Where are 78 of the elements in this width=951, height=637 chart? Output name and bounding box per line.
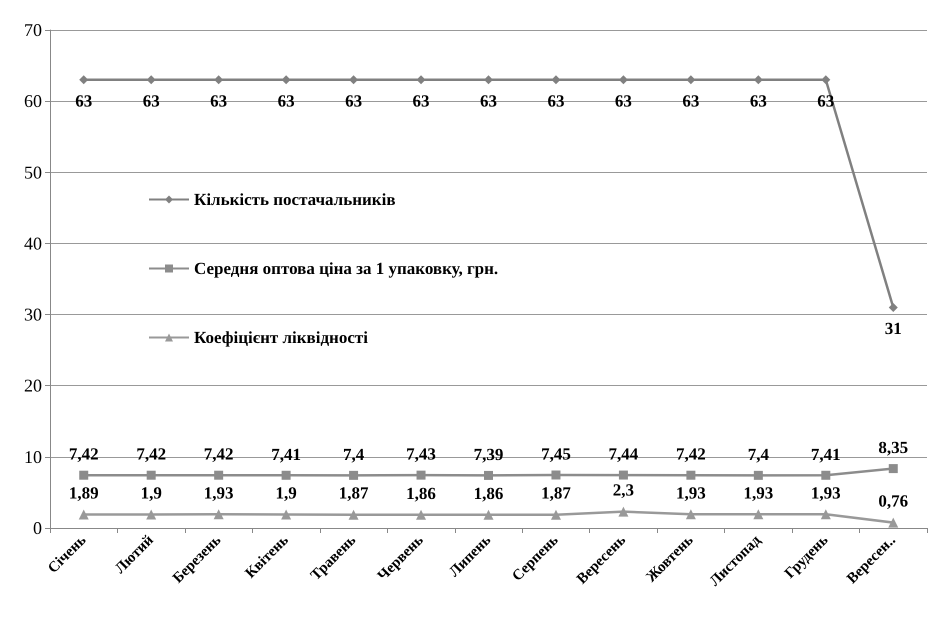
point — [281, 509, 292, 520]
point — [686, 470, 696, 480]
data-label: 1,87 — [541, 484, 572, 503]
point — [618, 506, 628, 517]
point — [888, 518, 898, 528]
point — [214, 509, 224, 520]
point — [686, 509, 696, 520]
point — [78, 510, 89, 520]
point — [484, 470, 493, 480]
data-label: 63 — [682, 91, 700, 110]
point — [146, 470, 156, 480]
data-label: 1,93 — [204, 483, 234, 502]
data-label: 63 — [210, 91, 228, 110]
point — [348, 510, 359, 520]
data-label: 63 — [142, 91, 160, 110]
data-label: 63 — [345, 91, 362, 110]
data-label: 1,93 — [810, 483, 841, 502]
point — [416, 470, 426, 480]
legend-label: Коефіцієнт ліквідності — [194, 328, 368, 347]
legend-label: Середня оптова ціна за 1 упаковку, грн. — [194, 259, 498, 278]
data-label: 63 — [75, 91, 92, 110]
point — [214, 470, 224, 480]
data-label: 7,44 — [608, 444, 639, 464]
point — [79, 470, 88, 480]
data-label: 7,42 — [204, 444, 234, 464]
point — [282, 470, 291, 480]
y-tick-label: 70 — [24, 20, 42, 40]
data-label: 7,42 — [68, 444, 99, 464]
point — [484, 510, 494, 520]
point — [484, 75, 493, 84]
data-label: 31 — [884, 318, 902, 338]
point — [888, 302, 898, 312]
data-label: 1,93 — [676, 483, 706, 502]
point — [416, 510, 426, 520]
data-label: 63 — [547, 91, 564, 110]
data-label: 7,41 — [810, 444, 841, 464]
point — [754, 470, 763, 480]
data-label: 8,35 — [878, 438, 908, 458]
data-label: 7,4 — [748, 444, 770, 464]
data-label: 7,43 — [406, 444, 436, 464]
point — [146, 509, 156, 520]
point — [820, 509, 831, 520]
data-label: 7,45 — [541, 444, 571, 464]
y-tick-label: 30 — [24, 304, 42, 325]
data-label: 7,42 — [676, 444, 706, 464]
point — [753, 509, 764, 520]
y-tick-label: 10 — [24, 446, 42, 467]
data-label: 1,9 — [275, 483, 297, 502]
data-label: 7,42 — [136, 444, 166, 464]
y-tick-label: 60 — [24, 91, 42, 112]
data-label: 63 — [278, 91, 295, 110]
point — [349, 470, 358, 480]
point — [551, 470, 560, 480]
y-tick-label: 50 — [24, 162, 42, 182]
data-label: 63 — [614, 91, 632, 110]
point — [821, 470, 830, 480]
legend-label: Кількість постачальників — [194, 190, 396, 209]
data-label: 1,93 — [743, 483, 774, 502]
y-tick-label: 20 — [24, 376, 42, 396]
y-tick-label: 40 — [24, 233, 42, 254]
data-label: 63 — [817, 91, 834, 110]
data-label: 63 — [750, 91, 767, 110]
data-label: 1,89 — [68, 484, 99, 503]
data-label: 7,41 — [271, 444, 301, 464]
data-label: 7,4 — [342, 444, 365, 464]
data-label: 1,87 — [338, 484, 369, 503]
y-tick-label: 0 — [33, 518, 42, 538]
point — [550, 510, 561, 520]
data-label: 2,3 — [612, 480, 634, 500]
data-label: 7,39 — [474, 444, 504, 464]
data-label: 1,9 — [140, 483, 162, 502]
data-label: 63 — [480, 91, 497, 110]
data-label: 1,86 — [474, 484, 504, 503]
data-label: 0,76 — [878, 492, 908, 511]
point — [888, 464, 898, 474]
data-label: 1,86 — [406, 484, 436, 503]
point — [618, 470, 628, 480]
data-label: 63 — [412, 91, 430, 110]
